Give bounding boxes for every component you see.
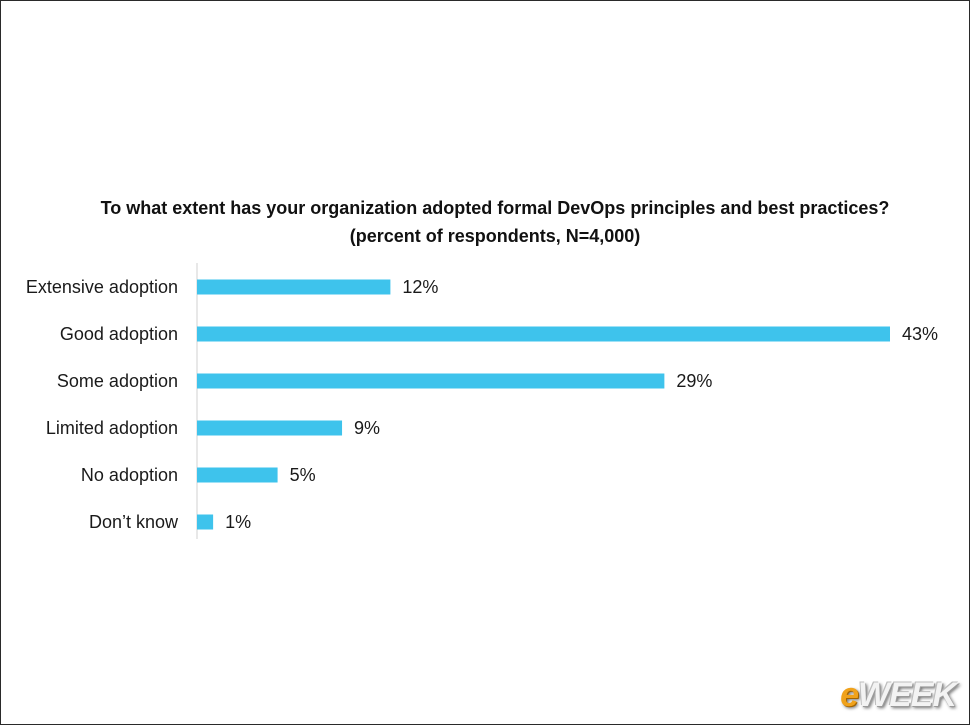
category-label: Extensive adoption bbox=[26, 277, 178, 297]
value-label: 1% bbox=[225, 512, 251, 532]
category-label: No adoption bbox=[81, 465, 178, 485]
category-label: Some adoption bbox=[57, 371, 178, 391]
category-label: Limited adoption bbox=[46, 418, 178, 438]
value-label: 29% bbox=[676, 371, 712, 391]
chart-subtitle: (percent of respondents, N=4,000) bbox=[349, 226, 641, 246]
category-label: Good adoption bbox=[60, 324, 178, 344]
chart-title: To what extent has your organization ado… bbox=[100, 198, 890, 218]
bar bbox=[197, 467, 278, 483]
value-label: 12% bbox=[402, 277, 438, 297]
category-label: Don’t know bbox=[89, 512, 179, 532]
bar bbox=[197, 514, 214, 530]
value-label: 9% bbox=[354, 418, 380, 438]
bar bbox=[197, 326, 890, 342]
bar bbox=[197, 373, 665, 389]
chart-title-block: To what extent has your organization ado… bbox=[0, 194, 970, 250]
eweek-logo: eWEEK bbox=[840, 676, 957, 714]
bar bbox=[197, 420, 343, 436]
bar bbox=[197, 279, 391, 295]
value-label: 5% bbox=[290, 465, 316, 485]
value-label: 43% bbox=[902, 324, 938, 344]
